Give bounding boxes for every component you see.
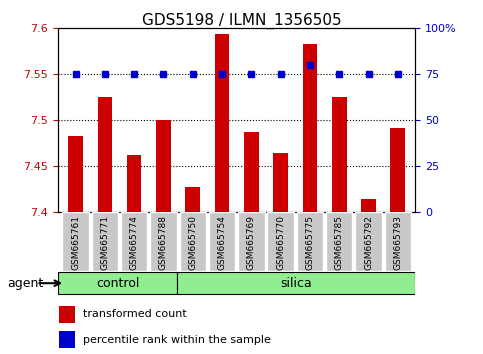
Text: GDS5198 / ILMN_1356505: GDS5198 / ILMN_1356505 (142, 12, 341, 29)
Text: silica: silica (280, 277, 312, 290)
Text: GSM665754: GSM665754 (217, 215, 227, 270)
Bar (326, 212, 353, 271)
Text: GSM665793: GSM665793 (393, 215, 402, 270)
Bar (297, 212, 323, 271)
Bar (273, 154, 288, 212)
Text: GSM665775: GSM665775 (305, 215, 314, 270)
Bar (384, 212, 411, 271)
Bar (355, 212, 382, 271)
Text: transformed count: transformed count (83, 309, 187, 319)
Bar (68, 136, 83, 212)
Text: GSM665769: GSM665769 (247, 215, 256, 270)
Bar (59, 306, 75, 323)
Bar (185, 187, 200, 212)
Text: GSM665792: GSM665792 (364, 215, 373, 270)
Bar (302, 44, 317, 212)
Text: GSM665771: GSM665771 (100, 215, 109, 270)
Bar (121, 212, 147, 271)
Text: GSM665761: GSM665761 (71, 215, 80, 270)
Bar (332, 97, 346, 212)
Bar (268, 212, 294, 271)
Bar (180, 212, 206, 271)
Bar (59, 331, 75, 348)
Bar (177, 272, 415, 295)
Text: GSM665774: GSM665774 (129, 215, 139, 270)
Bar (215, 34, 229, 212)
Bar (98, 97, 112, 212)
Text: GSM665770: GSM665770 (276, 215, 285, 270)
Text: GSM665788: GSM665788 (159, 215, 168, 270)
Bar (209, 212, 235, 271)
Bar (150, 212, 177, 271)
Text: control: control (96, 277, 139, 290)
Text: agent: agent (7, 277, 43, 290)
Text: GSM665750: GSM665750 (188, 215, 197, 270)
Bar (238, 212, 265, 271)
Bar (92, 212, 118, 271)
Bar (361, 199, 376, 212)
Bar (156, 120, 171, 212)
Text: percentile rank within the sample: percentile rank within the sample (83, 335, 271, 345)
Bar (390, 128, 405, 212)
Bar (62, 212, 89, 271)
Bar (127, 155, 142, 212)
Text: GSM665785: GSM665785 (335, 215, 344, 270)
Bar (58, 272, 177, 295)
Bar (244, 132, 258, 212)
